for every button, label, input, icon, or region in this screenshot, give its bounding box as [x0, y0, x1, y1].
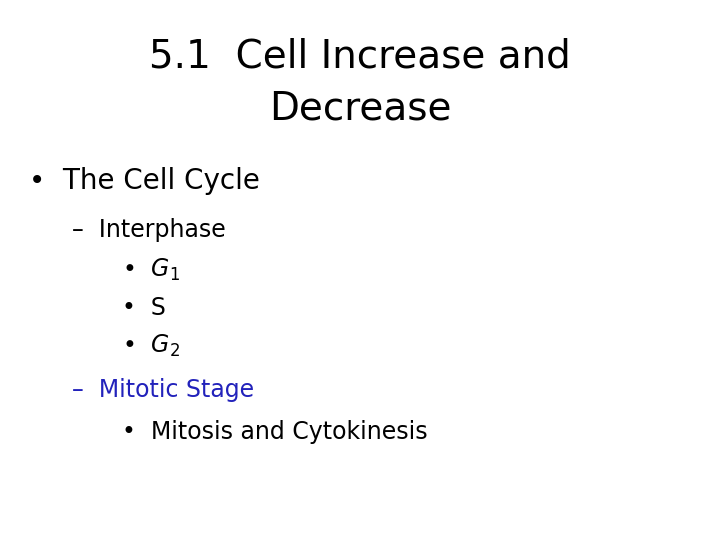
Text: •  The Cell Cycle: • The Cell Cycle	[29, 167, 260, 195]
Text: –  Interphase: – Interphase	[72, 218, 226, 241]
Text: •  $G_2$: • $G_2$	[122, 333, 181, 359]
Text: •  $G_1$: • $G_1$	[122, 257, 181, 283]
Text: •  Mitosis and Cytokinesis: • Mitosis and Cytokinesis	[122, 420, 428, 444]
Text: Decrease: Decrease	[269, 89, 451, 127]
Text: 5.1  Cell Increase and: 5.1 Cell Increase and	[149, 38, 571, 76]
Text: •  S: • S	[122, 296, 166, 320]
Text: –  Mitotic Stage: – Mitotic Stage	[72, 378, 254, 402]
